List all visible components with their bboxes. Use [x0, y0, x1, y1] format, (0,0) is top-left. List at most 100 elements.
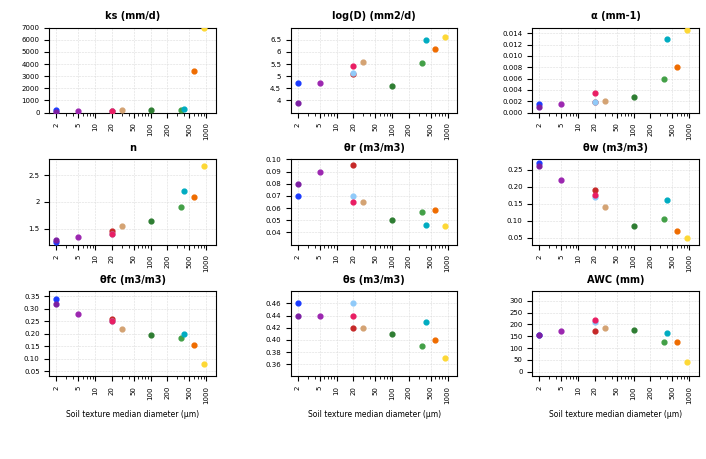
Title: θs (m3/m3): θs (m3/m3)	[343, 275, 405, 285]
Point	[534, 159, 545, 167]
Point	[681, 27, 693, 34]
Point	[420, 36, 431, 43]
Point	[430, 207, 441, 214]
Point	[292, 312, 304, 319]
Point	[556, 328, 567, 335]
Point	[386, 217, 397, 224]
Point	[73, 310, 84, 318]
Point	[175, 334, 186, 341]
Title: θw (m3/m3): θw (m3/m3)	[583, 143, 648, 153]
Point	[348, 300, 359, 307]
X-axis label: Soil texture median diameter (μm): Soil texture median diameter (μm)	[549, 410, 682, 419]
Point	[106, 107, 117, 115]
Point	[179, 330, 190, 337]
Point	[599, 98, 610, 105]
Point	[348, 192, 359, 200]
Point	[590, 99, 601, 106]
Point	[348, 198, 359, 206]
Point	[145, 331, 156, 339]
Point	[420, 221, 431, 229]
Point	[420, 318, 431, 325]
Point	[628, 94, 640, 101]
X-axis label: Soil texture median diameter (μm): Soil texture median diameter (μm)	[66, 410, 199, 419]
Point	[357, 324, 369, 331]
Title: log(D) (mm2/d): log(D) (mm2/d)	[333, 11, 416, 21]
Point	[430, 336, 441, 344]
Point	[314, 80, 325, 87]
Point	[440, 354, 451, 362]
Point	[106, 230, 117, 238]
Point	[590, 89, 601, 96]
Point	[51, 295, 62, 302]
Point	[662, 35, 673, 43]
Point	[671, 227, 683, 235]
Point	[348, 312, 359, 319]
Title: α (mm-1): α (mm-1)	[591, 11, 640, 21]
Point	[348, 70, 359, 78]
Point	[106, 230, 117, 238]
Point	[671, 338, 683, 346]
Point	[430, 46, 441, 53]
Point	[590, 193, 601, 201]
Point	[599, 203, 610, 211]
Point	[179, 188, 190, 195]
Point	[417, 208, 428, 215]
Title: ks (mm/d): ks (mm/d)	[105, 11, 160, 21]
Point	[534, 162, 545, 170]
Point	[348, 69, 359, 76]
Point	[51, 106, 62, 114]
Point	[348, 324, 359, 331]
Point	[348, 63, 359, 70]
Point	[534, 331, 545, 339]
Point	[357, 198, 369, 206]
Point	[556, 101, 567, 108]
Title: θfc (m3/m3): θfc (m3/m3)	[100, 275, 166, 285]
Point	[534, 331, 545, 339]
Point	[106, 228, 117, 235]
Point	[145, 106, 156, 114]
Point	[658, 215, 669, 223]
Point	[116, 222, 127, 230]
Point	[292, 300, 304, 307]
Point	[662, 329, 673, 336]
Point	[440, 223, 451, 230]
Point	[198, 24, 209, 31]
Point	[658, 75, 669, 82]
Point	[590, 186, 601, 194]
Point	[590, 319, 601, 326]
Point	[198, 162, 209, 169]
Point	[314, 168, 325, 175]
Point	[106, 107, 117, 114]
Point	[175, 106, 186, 113]
Point	[292, 80, 304, 87]
Point	[292, 99, 304, 106]
Point	[189, 193, 200, 200]
Point	[671, 64, 683, 71]
Point	[590, 191, 601, 199]
Point	[417, 342, 428, 350]
Point	[534, 101, 545, 108]
Point	[73, 233, 84, 240]
Point	[51, 236, 62, 244]
Point	[198, 360, 209, 368]
Point	[106, 315, 117, 323]
Point	[145, 217, 156, 224]
Point	[628, 327, 640, 334]
Point	[590, 99, 601, 106]
Point	[662, 196, 673, 204]
Point	[292, 180, 304, 187]
Point	[116, 106, 127, 114]
Point	[590, 316, 601, 323]
Point	[106, 107, 117, 115]
Point	[179, 106, 190, 113]
Point	[681, 358, 693, 366]
Point	[51, 300, 62, 308]
Point	[386, 330, 397, 337]
Point	[357, 58, 369, 65]
Point	[590, 328, 601, 335]
Title: AWC (mm): AWC (mm)	[587, 275, 645, 285]
Point	[189, 67, 200, 75]
Point	[51, 238, 62, 246]
Point	[534, 103, 545, 111]
Title: θr (m3/m3): θr (m3/m3)	[344, 143, 405, 153]
